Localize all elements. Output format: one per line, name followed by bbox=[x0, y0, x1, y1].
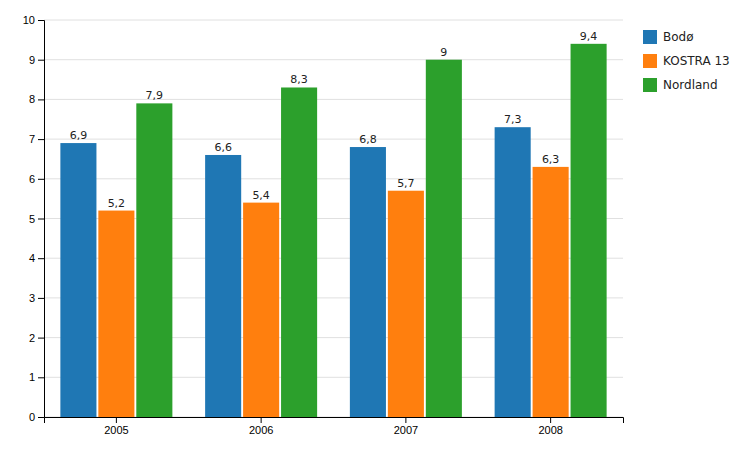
data-label: 6,3 bbox=[542, 153, 560, 166]
tick-mark bbox=[38, 20, 44, 21]
axis-line bbox=[45, 418, 624, 424]
tick-mark bbox=[38, 338, 44, 339]
data-label: 6,6 bbox=[214, 141, 232, 154]
bar bbox=[60, 143, 96, 417]
grid bbox=[44, 20, 623, 417]
tick: 7 bbox=[29, 133, 44, 145]
legend-item: KOSTRA 13 bbox=[643, 54, 730, 68]
bar bbox=[350, 147, 386, 417]
data-label: 5,7 bbox=[397, 177, 415, 190]
tick-label: 1 bbox=[29, 371, 35, 383]
tick: 3 bbox=[29, 292, 44, 304]
legend-swatch bbox=[643, 78, 657, 92]
tick-label: 8 bbox=[29, 93, 35, 105]
bar bbox=[495, 127, 531, 417]
tick-mark bbox=[38, 417, 44, 418]
tick-mark bbox=[261, 417, 262, 423]
tick: 8 bbox=[29, 93, 44, 105]
tick: 10 bbox=[23, 14, 44, 26]
tick-mark bbox=[38, 298, 44, 299]
tick-label: 2006 bbox=[249, 424, 273, 436]
legend-item: Bodø bbox=[643, 30, 694, 44]
bar bbox=[426, 60, 462, 417]
tick: 2 bbox=[29, 332, 44, 344]
data-label: 5,4 bbox=[252, 189, 270, 202]
data-label: 6,9 bbox=[70, 129, 88, 142]
tick-mark bbox=[38, 139, 44, 140]
tick-label: 3 bbox=[29, 292, 35, 304]
data-label: 9,4 bbox=[580, 30, 598, 43]
bar bbox=[205, 155, 241, 417]
tick-label: 0 bbox=[29, 411, 35, 423]
x-axis: 2005 2006 2007 2008 bbox=[45, 417, 624, 436]
tick-label: 2008 bbox=[538, 424, 562, 436]
legend-swatch bbox=[643, 54, 657, 68]
axis-line bbox=[38, 21, 45, 418]
grid-line bbox=[44, 20, 623, 21]
tick-label: 9 bbox=[29, 54, 35, 66]
legend-label: Nordland bbox=[663, 78, 718, 92]
tick: 2008 bbox=[538, 417, 562, 436]
chart: 6,9 6,6 6,8 7,3 5,2 5,4 5,7 6,3 7,9 8,3 9 9,4 0 1 2 3 4 5… bbox=[0, 0, 753, 451]
data-labels: 6,9 6,6 6,8 7,3 5,2 5,4 5,7 6,3 7,9 8,3 9 9,4 bbox=[70, 30, 598, 210]
tick-mark bbox=[405, 417, 406, 423]
legend-swatch bbox=[643, 30, 657, 44]
tick-label: 2007 bbox=[394, 424, 418, 436]
tick-label: 6 bbox=[29, 173, 35, 185]
tick: 2005 bbox=[104, 417, 128, 436]
tick: 2006 bbox=[249, 417, 273, 436]
bars bbox=[60, 44, 606, 417]
tick-label: 4 bbox=[29, 252, 35, 264]
plot: 6,9 6,6 6,8 7,3 5,2 5,4 5,7 6,3 7,9 8,3 9 9,4 0 1 2 3 4 5… bbox=[23, 14, 624, 436]
tick-mark bbox=[38, 99, 44, 100]
tick-mark bbox=[38, 219, 44, 220]
bar bbox=[533, 167, 569, 417]
data-label: 7,9 bbox=[146, 89, 164, 102]
bar bbox=[98, 211, 134, 417]
tick-mark bbox=[38, 60, 44, 61]
bar bbox=[281, 87, 317, 417]
grid-line bbox=[44, 59, 623, 60]
tick-mark bbox=[550, 417, 551, 423]
bar bbox=[571, 44, 607, 417]
data-label: 8,3 bbox=[290, 73, 308, 86]
tick-label: 10 bbox=[23, 14, 35, 26]
tick: 1 bbox=[29, 371, 44, 383]
bar bbox=[136, 103, 172, 417]
y-axis: 0 1 2 3 4 5 6 7 8 9 10 bbox=[23, 14, 45, 423]
data-label: 5,2 bbox=[108, 197, 126, 210]
data-label: 7,3 bbox=[504, 113, 522, 126]
data-label: 6,8 bbox=[359, 133, 377, 146]
tick: 5 bbox=[29, 213, 44, 225]
tick-label: 5 bbox=[29, 213, 35, 225]
tick-label: 2005 bbox=[104, 424, 128, 436]
tick-mark bbox=[38, 258, 44, 259]
tick-label: 2 bbox=[29, 332, 35, 344]
tick-label: 7 bbox=[29, 133, 35, 145]
tick: 6 bbox=[29, 173, 44, 185]
data-label: 9 bbox=[440, 46, 447, 59]
tick-mark bbox=[38, 179, 44, 180]
bar bbox=[388, 191, 424, 417]
legend-label: Bodø bbox=[663, 30, 694, 44]
tick: 4 bbox=[29, 252, 44, 264]
legend-label: KOSTRA 13 bbox=[663, 54, 730, 68]
tick: 9 bbox=[29, 54, 44, 66]
tick: 0 bbox=[29, 411, 44, 423]
grid-line bbox=[44, 139, 623, 140]
bar bbox=[243, 203, 279, 417]
tick-mark bbox=[38, 377, 44, 378]
tick: 2007 bbox=[394, 417, 418, 436]
grid-line bbox=[44, 99, 623, 100]
tick-mark bbox=[116, 417, 117, 423]
legend: Bodø KOSTRA 13 Nordland bbox=[643, 30, 730, 92]
legend-item: Nordland bbox=[643, 78, 718, 92]
